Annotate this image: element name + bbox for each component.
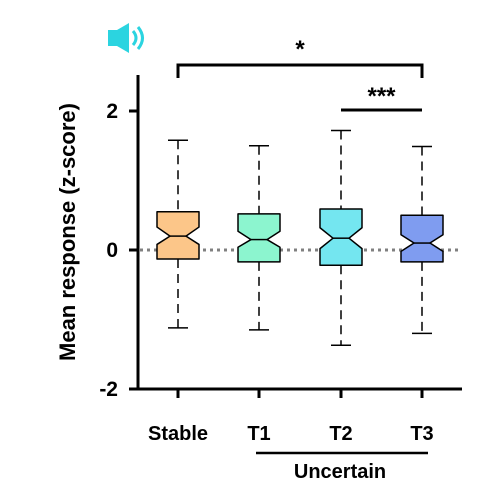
y-tick-label: -2	[99, 378, 118, 401]
box-t1	[237, 145, 281, 331]
notched-box	[400, 214, 444, 263]
box-t3	[400, 145, 444, 335]
significance-label: ***	[367, 83, 396, 110]
box-stable	[156, 139, 200, 329]
box-t2	[319, 129, 363, 346]
x-tick-label: T1	[247, 423, 270, 445]
x-tick-label: Stable	[148, 423, 208, 445]
speaker-sound-icon	[108, 23, 144, 53]
x-tick-label: T2	[329, 423, 352, 445]
x-tick-label: T3	[410, 423, 433, 445]
significance-bracket	[176, 63, 424, 78]
group-label: Uncertain	[294, 461, 386, 483]
notched-box	[237, 213, 281, 263]
y-tick-label: 0	[106, 239, 118, 262]
significance-label: *	[295, 36, 305, 63]
y-axis-title: Mean response (z-score)	[55, 103, 80, 361]
y-tick-label: 2	[106, 100, 118, 123]
plot-axes	[136, 75, 462, 391]
notched-box	[319, 208, 363, 267]
